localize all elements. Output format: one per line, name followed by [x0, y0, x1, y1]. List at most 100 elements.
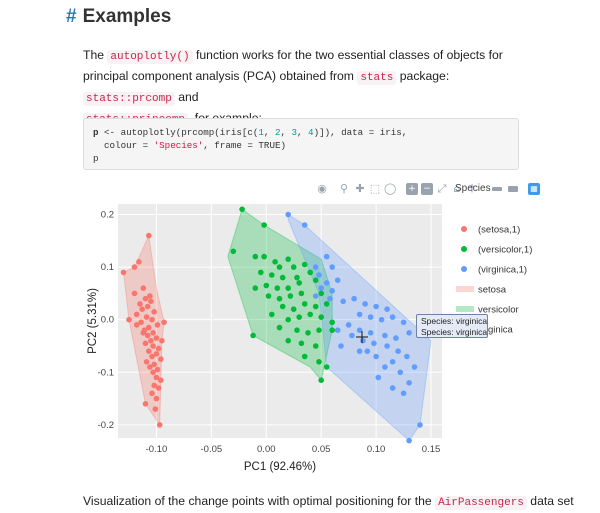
code-token: , frame = TRUE) [203, 140, 286, 151]
point-versicolor [290, 306, 297, 313]
point-virginica [417, 422, 423, 428]
point-versicolor [301, 301, 308, 307]
legend-label: versicolor [478, 305, 519, 316]
hover-closest-icon[interactable] [492, 187, 502, 191]
legend-swatch [456, 306, 474, 312]
body-text: Visualization of the change points with … [83, 494, 436, 508]
y-axis-title: PC2 (5.31%) [87, 288, 99, 354]
point-virginica [364, 348, 371, 355]
x-axis-title: PC1 (92.46%) [244, 461, 316, 473]
code-block: p <- autoplotly(prcomp(iris[c(1, 2, 3, 4… [83, 118, 519, 170]
code-token: colour = [93, 140, 154, 151]
point-setosa [148, 337, 154, 344]
point-virginica [362, 301, 368, 307]
point-versicolor [316, 359, 322, 365]
zoom-in-icon[interactable]: + [406, 183, 418, 195]
plotly-logo-icon[interactable]: ▦ [528, 183, 540, 195]
point-setosa [138, 319, 144, 326]
point-versicolor [265, 293, 272, 299]
point-virginica [345, 322, 352, 328]
point-setosa [158, 356, 164, 362]
anchor-hash[interactable]: # [66, 6, 77, 27]
x-tick-label: 0.15 [422, 444, 441, 455]
axis-ticks: -0.10 -0.05 0.00 0.05 0.10 0.15 -0.2 -0.1 0.0 0.1… [98, 210, 441, 455]
point-setosa [126, 316, 132, 323]
body-text: data set [526, 494, 574, 508]
point-versicolor [296, 280, 303, 286]
point-versicolor [279, 303, 286, 310]
camera-icon[interactable]: ◉ [317, 182, 327, 195]
point-versicolor [312, 277, 319, 284]
lasso-icon[interactable]: ◯ [384, 182, 397, 195]
point-virginica [329, 264, 336, 270]
point-setosa [149, 316, 155, 323]
inline-code-prcomp: stats::prcomp [83, 92, 175, 106]
hover-compare-icon[interactable] [508, 186, 518, 192]
point-virginica [323, 253, 330, 260]
pan-icon[interactable]: ✚ [355, 182, 365, 195]
y-tick-label: 0.1 [101, 262, 114, 273]
point-setosa [120, 269, 127, 276]
point-virginica [329, 288, 336, 294]
point-setosa [143, 359, 150, 365]
point-virginica [373, 353, 379, 360]
point-setosa [158, 377, 164, 384]
y-tick-label: 0.0 [101, 315, 114, 326]
point-setosa [144, 303, 151, 310]
box-select-icon[interactable]: ⬚ [369, 182, 381, 195]
point-setosa [153, 335, 160, 341]
point-versicolor [318, 290, 325, 297]
point-virginica [340, 298, 347, 305]
point-virginica [323, 280, 330, 286]
point-virginica [375, 374, 382, 381]
point-setosa [142, 340, 149, 347]
point-virginica [338, 343, 344, 349]
point-versicolor [276, 295, 283, 302]
point-setosa [156, 422, 163, 428]
spike-lines-icon[interactable]: † [469, 182, 475, 195]
point-virginica [334, 277, 341, 284]
point-virginica [367, 330, 374, 336]
autoscale-icon[interactable]: ⤢ [437, 182, 447, 195]
legend-marker [461, 246, 467, 252]
point-setosa [159, 337, 165, 344]
point-versicolor [272, 259, 278, 265]
point-setosa [143, 314, 150, 320]
point-setosa [131, 264, 138, 270]
point-virginica [367, 314, 374, 320]
x-tick-label: -0.05 [201, 444, 223, 455]
point-versicolor [307, 311, 314, 318]
y-tick-label: -0.1 [98, 367, 114, 378]
point-versicolor [312, 343, 319, 349]
point-setosa [149, 353, 155, 360]
plot-panel[interactable] [118, 204, 442, 438]
point-virginica [312, 264, 319, 270]
y-tick-label: -0.2 [98, 420, 114, 431]
zoom-out-icon[interactable]: − [421, 183, 433, 195]
point-setosa [154, 366, 161, 373]
intro-text: function works for the two essential cla… [83, 48, 503, 83]
point-versicolor [269, 272, 275, 278]
point-versicolor [263, 282, 270, 289]
zoom-icon[interactable]: ⚲ [339, 182, 349, 195]
point-virginica [360, 337, 366, 344]
point-versicolor [307, 269, 314, 276]
code-token: <- autoplotly(prcomp(iris[c( [98, 127, 259, 138]
point-versicolor [274, 285, 281, 291]
point-setosa [146, 348, 152, 355]
point-virginica [373, 303, 379, 310]
point-virginica [378, 316, 385, 323]
legend-label: setosa [478, 285, 507, 296]
point-setosa [151, 382, 157, 389]
reset-axes-icon[interactable]: ⌂ [453, 182, 461, 195]
point-virginica [389, 314, 396, 320]
point-virginica [406, 330, 412, 336]
point-setosa [148, 298, 154, 305]
inline-code-airpassengers: AirPassengers [435, 496, 527, 510]
point-setosa [150, 330, 156, 336]
point-versicolor [252, 285, 259, 291]
point-versicolor [305, 330, 311, 336]
point-versicolor [230, 248, 237, 255]
point-versicolor [290, 264, 297, 270]
